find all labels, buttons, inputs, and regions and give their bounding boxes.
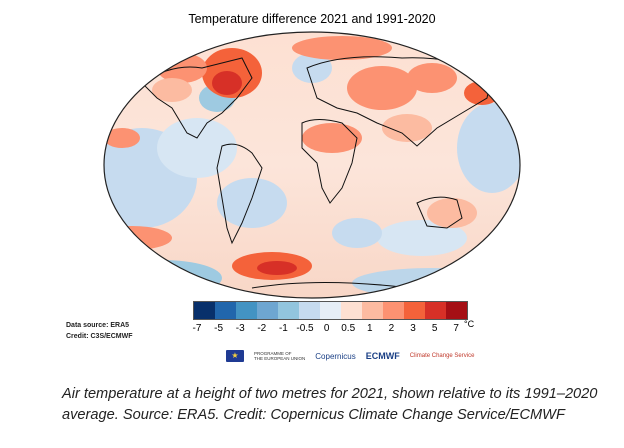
tick-label: 0 bbox=[323, 323, 330, 334]
climate-change-service-logo: Climate Change Service bbox=[409, 353, 475, 359]
eu-line1: PROGRAMME OF bbox=[254, 351, 292, 356]
tick-label: -3 bbox=[235, 323, 245, 334]
temperature-anomaly-map bbox=[103, 31, 521, 299]
color-swatch bbox=[383, 302, 404, 319]
color-swatch bbox=[215, 302, 236, 319]
data-source: Data source: ERA5 Credit: C3S/ECMWF bbox=[66, 320, 133, 342]
color-swatch bbox=[320, 302, 341, 319]
unit-label: °C bbox=[464, 319, 475, 329]
tick-label: -7 bbox=[192, 323, 202, 334]
tick-label: 0.5 bbox=[341, 323, 356, 334]
color-swatch bbox=[446, 302, 467, 319]
color-swatch bbox=[278, 302, 299, 319]
tick-label: 3 bbox=[410, 323, 416, 334]
credit-line: Credit: C3S/ECMWF bbox=[66, 333, 133, 340]
caption: Air temperature at a height of two metre… bbox=[62, 386, 598, 423]
map-title: Temperature difference 2021 and 1991-202… bbox=[188, 12, 436, 26]
eu-line2: THE EUROPEAN UNION bbox=[254, 356, 306, 361]
copernicus-logo: Copernicus bbox=[315, 351, 356, 361]
color-swatch bbox=[404, 302, 425, 319]
eu-flag-icon: ★ bbox=[226, 350, 244, 362]
color-swatch bbox=[257, 302, 278, 319]
tick-label: -0.5 bbox=[296, 323, 314, 334]
color-swatch bbox=[425, 302, 446, 319]
logo-row: ★ PROGRAMME OF THE EUROPEAN UNION Copern… bbox=[226, 350, 474, 362]
tick-label: -2 bbox=[257, 323, 267, 334]
eu-programme-text: PROGRAMME OF THE EUROPEAN UNION bbox=[254, 351, 305, 361]
tick-label: 7 bbox=[453, 323, 459, 334]
color-scale-ticks: -7 -5 -3 -2 -1 -0.5 0 0.5 1 2 3 5 7 bbox=[183, 323, 483, 337]
ecmwf-logo: ECMWF bbox=[365, 351, 400, 361]
tick-label: -5 bbox=[214, 323, 224, 334]
tick-label: 5 bbox=[431, 323, 438, 334]
data-source-line: Data source: ERA5 bbox=[66, 322, 130, 329]
color-scale-bar bbox=[193, 301, 468, 320]
color-swatch bbox=[362, 302, 383, 319]
color-swatch bbox=[341, 302, 362, 319]
tick-label: -1 bbox=[278, 323, 288, 334]
tick-label: 1 bbox=[367, 323, 373, 334]
color-swatch bbox=[194, 302, 215, 319]
tick-label: 2 bbox=[388, 323, 395, 334]
color-swatch bbox=[299, 302, 320, 319]
color-swatch bbox=[236, 302, 257, 319]
